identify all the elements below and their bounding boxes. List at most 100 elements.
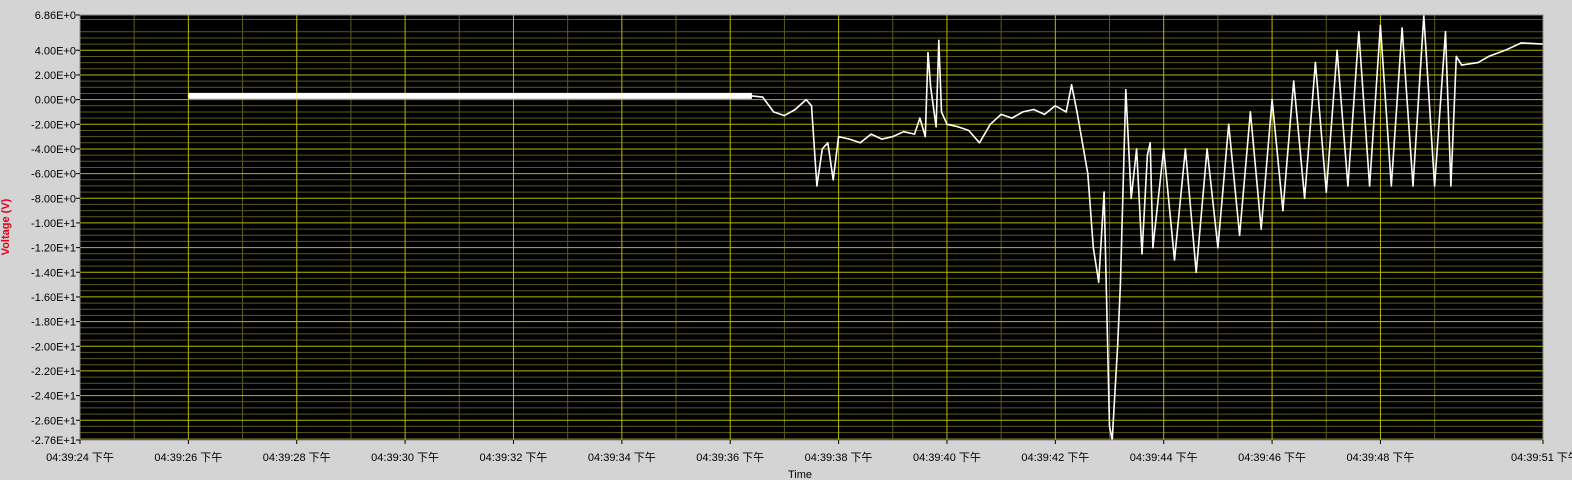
data-point [1433,185,1436,187]
y-tick-label: -1.80E+1 [31,317,76,329]
data-point [1141,252,1143,255]
data-point [929,86,932,89]
y-tick-label: -1.40E+1 [31,267,76,279]
data-point [1477,61,1479,64]
data-point [1092,246,1095,249]
x-tick-label: 04:39:46 下午 [1238,451,1306,464]
y-tick-label: 4.00E+0 [35,45,76,57]
data-point [1368,185,1371,187]
y-tick-label: -2.76E+1 [31,435,76,447]
data-point [1054,104,1057,107]
data-point [1116,345,1119,348]
data-point [902,130,905,133]
data-point [729,95,732,97]
data-point [913,133,916,135]
data-point [859,141,862,144]
data-point [1520,42,1523,44]
plot-border [79,14,1544,441]
data-point [1238,234,1241,237]
data-point [837,135,840,138]
y-tick-label: -2.00E+0 [31,119,76,131]
data-point [940,111,943,113]
data-point [1504,49,1506,52]
data-point [1135,148,1138,150]
data-point [1119,283,1122,286]
data-point [1379,24,1382,27]
data-point [1227,123,1230,126]
data-point [1206,148,1208,150]
x-tick-label: 04:39:26 下午 [154,451,222,464]
x-tick-label: 04:39:48 下午 [1347,451,1415,464]
data-point [1357,30,1360,33]
data-point [1292,80,1295,82]
x-axis-ticks: 04:39:24 下午 04:39:26 下午 04:39:28 下午 04:39:3… [46,440,1572,464]
x-tick-label: 04:39:34 下午 [588,451,656,464]
voltage-trace [188,14,1544,441]
y-tick-label: -8.00E+0 [31,193,76,205]
data-point [989,123,992,126]
data-point [512,95,515,97]
data-point [1401,27,1403,29]
data-point [919,117,921,119]
data-point [1162,148,1165,150]
data-point [832,178,834,181]
data-point [1000,113,1002,116]
data-point [1032,108,1035,111]
data-point [1108,425,1111,428]
data-point [1390,185,1393,187]
data-point [848,138,851,140]
data-point [1152,246,1154,249]
data-point [187,95,190,97]
data-point [1249,111,1252,113]
data-point [621,95,623,97]
y-tick-label: -4.00E+0 [31,144,76,156]
data-point [1444,30,1447,33]
data-point [1347,185,1349,187]
data-point [1149,141,1151,144]
y-tick-label: -2.40E+1 [31,391,76,403]
data-point [927,51,929,54]
x-tick-label: 04:39:51 下午 [1511,451,1572,464]
data-point [1043,113,1046,116]
data-point [978,141,981,144]
data-point [1184,148,1187,150]
trace-layer [187,14,1544,441]
data-point [1217,246,1219,249]
plot-area [80,15,1543,440]
x-axis-label: Time [788,469,812,480]
x-tick-label: 04:39:38 下午 [805,451,873,464]
x-tick-label: 04:39:32 下午 [480,451,548,464]
data-point [241,95,244,97]
x-tick-label: 04:39:44 下午 [1130,451,1198,464]
data-point [1065,111,1067,113]
data-point [783,114,786,117]
data-point [1124,88,1127,91]
data-point [295,95,298,97]
data-point [870,133,872,135]
data-point [1282,209,1284,212]
x-tick-label: 04:39:28 下午 [263,451,331,464]
y-tick-label: 2.00E+0 [35,70,76,82]
data-point [751,95,753,97]
x-tick-label: 04:39:24 下午 [46,451,114,464]
y-tick-label: -1.60E+1 [31,292,76,304]
data-point [938,39,940,42]
data-point [1130,197,1132,200]
data-point [1070,84,1073,86]
data-point [1103,191,1105,193]
data-point [1195,271,1198,274]
x-tick-label: 04:39:42 下午 [1021,451,1089,464]
data-point [1460,64,1463,66]
y-tick-label: -2.20E+1 [31,366,76,378]
data-point [924,135,927,138]
y-tick-label: 0.00E+0 [35,95,76,107]
data-point [1146,154,1149,156]
data-point [1022,111,1024,113]
y-axis-label: Voltage (V) [0,198,12,255]
data-point [821,148,824,150]
y-tick-label: -2.00E+1 [31,341,76,353]
data-point [1303,197,1306,200]
x-tick-label: 04:39:36 下午 [696,451,764,464]
